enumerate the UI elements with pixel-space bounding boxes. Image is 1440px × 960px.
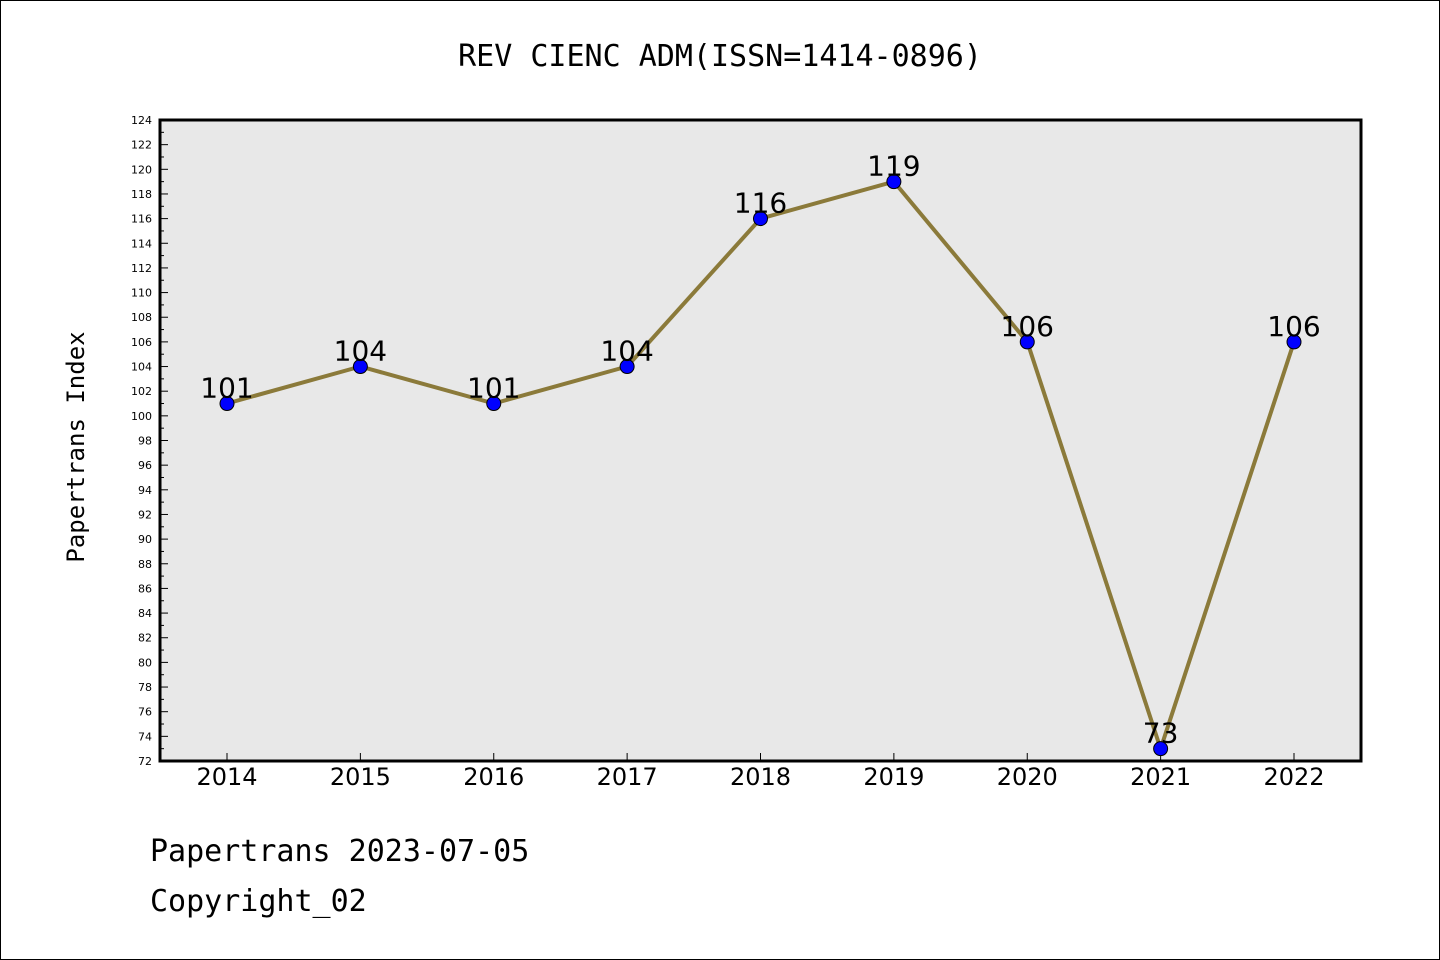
x-axis-ticks: 2014 2015 2016 2017 2018 2019 2020 2021 2022 xyxy=(196,753,1325,791)
y-tick-label: 88 xyxy=(138,558,152,571)
data-point xyxy=(1286,334,1302,350)
data-point xyxy=(619,359,635,375)
plot-area xyxy=(160,120,1361,761)
y-tick-label: 98 xyxy=(138,435,152,448)
y-tick-label: 114 xyxy=(131,237,152,250)
y-tick-label: 110 xyxy=(131,287,152,300)
y-tick-label: 80 xyxy=(138,656,152,669)
data-label: 104 xyxy=(600,335,653,368)
y-tick-label: 86 xyxy=(138,582,152,595)
data-label: 106 xyxy=(1267,310,1320,343)
y-tick-label: 102 xyxy=(131,385,152,398)
y-axis-ticks: 72 74 76 78 80 82 84 86 88 90 92 94 96 98 100 102 104 106… xyxy=(131,114,168,768)
y-tick-label: 108 xyxy=(131,311,152,324)
x-tick-label: 2017 xyxy=(597,763,658,791)
data-point xyxy=(753,211,768,227)
y-tick-label: 90 xyxy=(138,533,152,546)
y-tick-label: 96 xyxy=(138,459,152,472)
chart-title: REV CIENC ADM(ISSN=1414-0896) xyxy=(458,39,982,74)
x-tick-label: 2014 xyxy=(196,763,257,791)
y-tick-label: 74 xyxy=(138,730,152,743)
data-label: 116 xyxy=(734,187,787,220)
data-point xyxy=(886,174,902,190)
x-tick-label: 2015 xyxy=(330,763,391,791)
y-tick-label: 122 xyxy=(131,139,152,152)
y-tick-label: 118 xyxy=(131,188,152,201)
data-points xyxy=(219,174,1302,757)
x-tick-label: 2020 xyxy=(997,763,1058,791)
y-tick-label: 92 xyxy=(138,508,152,521)
data-point xyxy=(1153,741,1169,757)
plot-border xyxy=(158,118,1363,763)
data-label: 119 xyxy=(867,150,920,183)
y-tick-label: 120 xyxy=(131,163,152,176)
x-tick-label: 2016 xyxy=(463,763,524,791)
x-tick-label: 2019 xyxy=(863,763,924,791)
x-tick-label: 2022 xyxy=(1263,763,1324,791)
data-label: 101 xyxy=(467,372,520,405)
data-labels: 101 104 101 104 116 119 106 73 106 xyxy=(200,150,1320,750)
y-tick-label: 82 xyxy=(138,632,152,645)
data-label: 106 xyxy=(1001,310,1054,343)
x-tick-label: 2018 xyxy=(730,763,791,791)
y-tick-label: 124 xyxy=(131,114,152,127)
data-point xyxy=(352,359,368,375)
y-tick-label: 84 xyxy=(138,607,152,620)
y-tick-label: 100 xyxy=(131,410,152,423)
y-tick-label: 72 xyxy=(138,755,152,768)
y-tick-label: 94 xyxy=(138,484,152,497)
data-label: 101 xyxy=(200,372,253,405)
y-tick-label: 78 xyxy=(138,681,152,694)
data-point xyxy=(1019,334,1035,350)
data-point xyxy=(486,396,502,412)
y-tick-label: 104 xyxy=(131,361,152,374)
data-label: 104 xyxy=(334,335,387,368)
y-tick-label: 106 xyxy=(131,336,152,349)
data-point xyxy=(219,396,235,412)
y-axis-label: Papertrans Index xyxy=(62,331,90,562)
footer-copyright: Copyright_02 xyxy=(150,884,367,919)
y-tick-label: 116 xyxy=(131,213,152,226)
y-tick-label: 112 xyxy=(131,262,152,275)
data-label: 73 xyxy=(1143,717,1179,750)
x-tick-label: 2021 xyxy=(1130,763,1191,791)
y-tick-label: 76 xyxy=(138,706,152,719)
footer-date: Papertrans 2023-07-05 xyxy=(150,834,530,869)
